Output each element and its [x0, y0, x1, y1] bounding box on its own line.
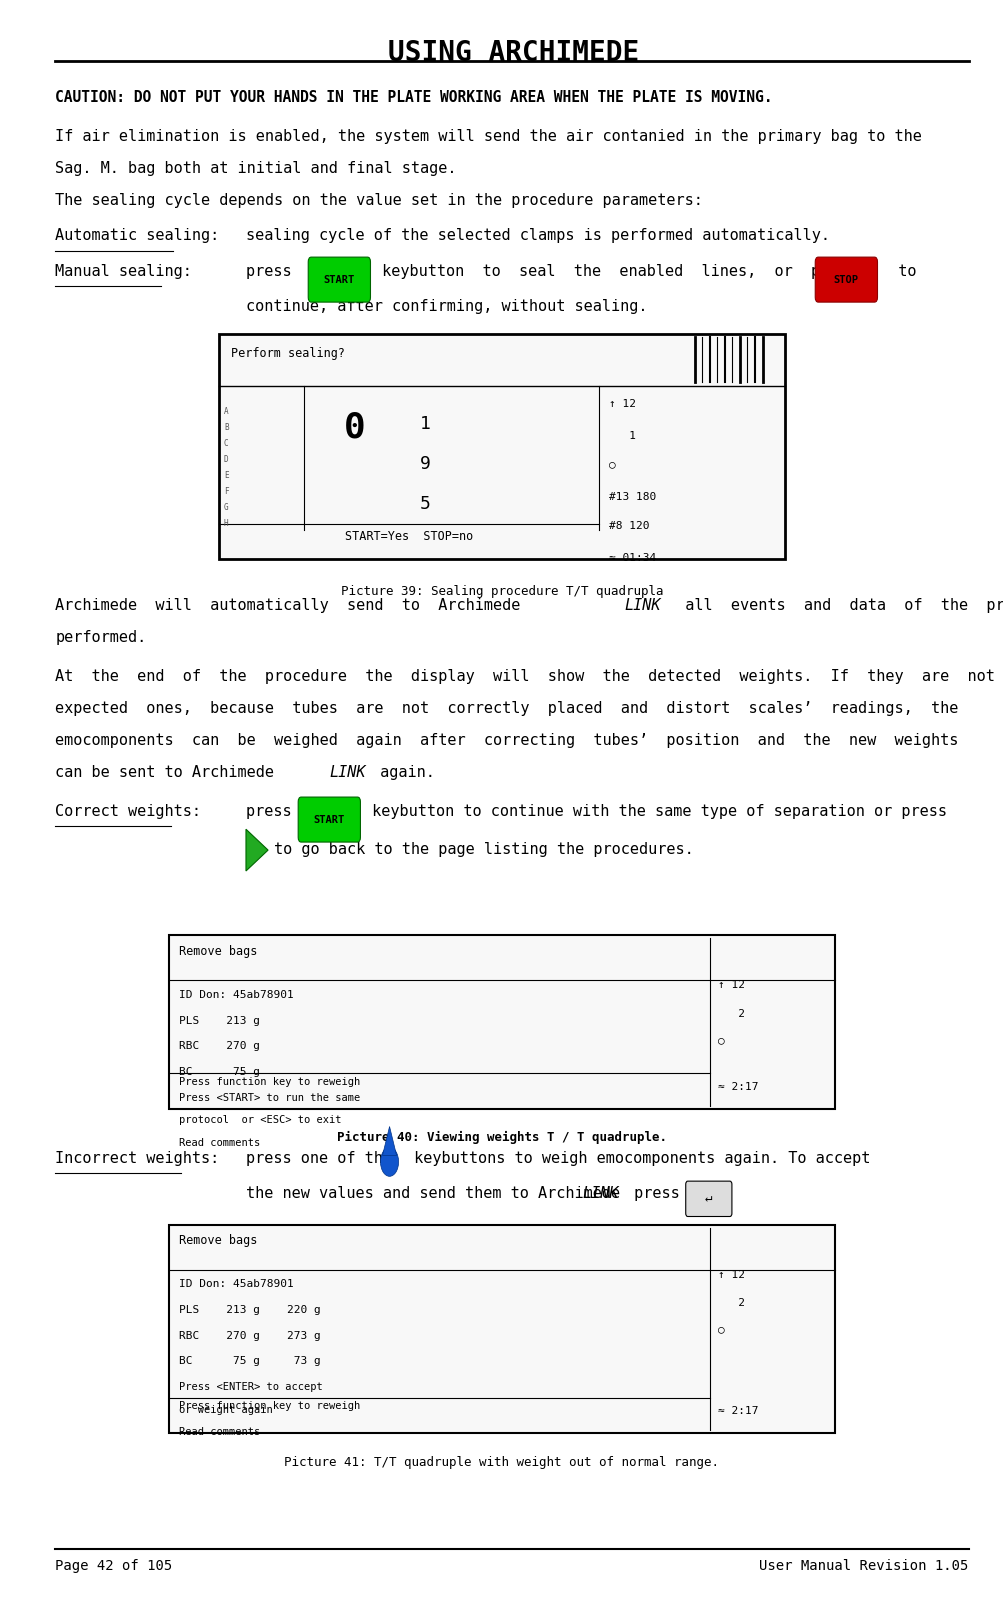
Text: to go back to the page listing the procedures.: to go back to the page listing the proce… — [274, 842, 693, 857]
Text: 0: 0 — [343, 410, 365, 445]
Text: USING ARCHIMEDE: USING ARCHIMEDE — [388, 39, 639, 66]
Text: keybuttons to weigh emocomponents again. To accept: keybuttons to weigh emocomponents again.… — [404, 1151, 870, 1165]
Text: Incorrect weights:: Incorrect weights: — [55, 1151, 220, 1165]
Text: Picture 41: T/T quadruple with weight out of normal range.: Picture 41: T/T quadruple with weight ou… — [284, 1456, 719, 1469]
Text: ID Don: 45ab78901: ID Don: 45ab78901 — [179, 1279, 293, 1289]
FancyBboxPatch shape — [685, 1181, 731, 1216]
Text: Manual sealing:: Manual sealing: — [55, 264, 192, 278]
Text: ≈ 2:17: ≈ 2:17 — [717, 1082, 757, 1091]
Text: emocomponents  can  be  weighed  again  after  correcting  tubes’  position  and: emocomponents can be weighed again after… — [55, 733, 958, 747]
Text: User Manual Revision 1.05: User Manual Revision 1.05 — [758, 1559, 968, 1573]
FancyBboxPatch shape — [219, 334, 784, 559]
Text: press: press — [625, 1186, 689, 1200]
Text: Sag. M. bag both at initial and final stage.: Sag. M. bag both at initial and final st… — [55, 161, 456, 175]
Text: #13 180: #13 180 — [609, 492, 656, 501]
Text: D: D — [224, 455, 229, 464]
Text: Automatic sealing:: Automatic sealing: — [55, 228, 220, 243]
Text: to: to — [879, 264, 915, 278]
Polygon shape — [246, 829, 268, 871]
Text: START: START — [323, 275, 355, 284]
Text: Picture 39: Sealing procedure T/T quadrupla: Picture 39: Sealing procedure T/T quadru… — [340, 585, 663, 598]
FancyBboxPatch shape — [308, 257, 370, 302]
Text: A: A — [224, 407, 229, 416]
Text: expected  ones,  because  tubes  are  not  correctly  placed  and  distort  scal: expected ones, because tubes are not cor… — [55, 701, 958, 715]
Text: CAUTION: DO NOT PUT YOUR HANDS IN THE PLATE WORKING AREA WHEN THE PLATE IS MOVIN: CAUTION: DO NOT PUT YOUR HANDS IN THE PL… — [55, 90, 772, 104]
Text: Correct weights:: Correct weights: — [55, 804, 201, 818]
Text: keybutton to continue with the same type of separation or press: keybutton to continue with the same type… — [363, 804, 947, 818]
Text: Remove bags: Remove bags — [179, 1234, 257, 1247]
Text: press: press — [246, 264, 301, 278]
Text: B: B — [224, 423, 229, 432]
Text: Press <ENTER> to accept: Press <ENTER> to accept — [179, 1382, 322, 1392]
Text: 9: 9 — [419, 455, 430, 472]
Text: RBC    270 g: RBC 270 g — [179, 1041, 260, 1051]
Text: Press function key to reweigh: Press function key to reweigh — [179, 1077, 360, 1086]
Text: BC      75 g     73 g: BC 75 g 73 g — [179, 1356, 320, 1366]
FancyBboxPatch shape — [169, 1225, 834, 1433]
Text: The sealing cycle depends on the value set in the procedure parameters:: The sealing cycle depends on the value s… — [55, 193, 702, 207]
Text: ≈ 2:17: ≈ 2:17 — [717, 1406, 757, 1416]
Text: C: C — [224, 439, 229, 448]
Text: Perform sealing?: Perform sealing? — [231, 347, 345, 360]
FancyBboxPatch shape — [298, 797, 360, 842]
Text: keybutton  to  seal  the  enabled  lines,  or  press: keybutton to seal the enabled lines, or … — [373, 264, 866, 278]
Text: START=Yes  STOP=no: START=Yes STOP=no — [345, 530, 472, 543]
Text: LINK: LINK — [329, 765, 365, 779]
Text: H: H — [224, 519, 229, 529]
Text: If air elimination is enabled, the system will send the air contanied in the pri: If air elimination is enabled, the syste… — [55, 129, 921, 143]
Text: Read comments: Read comments — [179, 1427, 260, 1437]
Text: ○: ○ — [717, 1035, 724, 1045]
Text: again.: again. — [371, 765, 435, 779]
Text: sealing cycle of the selected clamps is performed automatically.: sealing cycle of the selected clamps is … — [246, 228, 829, 243]
Polygon shape — [382, 1127, 396, 1155]
Text: press: press — [246, 804, 301, 818]
Text: 5: 5 — [419, 495, 430, 513]
Text: ID Don: 45ab78901: ID Don: 45ab78901 — [179, 990, 293, 1000]
Text: #8 120: #8 120 — [609, 521, 649, 530]
Text: LINK: LINK — [582, 1186, 618, 1200]
Text: ↑ 12: ↑ 12 — [717, 980, 744, 990]
Text: ≈ 01:34: ≈ 01:34 — [609, 553, 656, 562]
Text: ○: ○ — [717, 1324, 724, 1334]
Text: ↑ 12: ↑ 12 — [609, 399, 636, 408]
Text: START: START — [313, 815, 345, 824]
Text: 1: 1 — [419, 415, 430, 432]
Text: F: F — [224, 487, 229, 497]
Text: the new values and send them to Archimede: the new values and send them to Archimed… — [246, 1186, 620, 1200]
Text: performed.: performed. — [55, 630, 146, 644]
Text: At  the  end  of  the  procedure  the  display  will  show  the  detected  weigh: At the end of the procedure the display … — [55, 669, 1003, 683]
Text: RBC    270 g    273 g: RBC 270 g 273 g — [179, 1331, 320, 1340]
Text: BC      75 g: BC 75 g — [179, 1067, 260, 1077]
Text: Press <START> to run the same: Press <START> to run the same — [179, 1093, 360, 1102]
Text: ○: ○ — [609, 460, 616, 469]
Text: PLS    213 g    220 g: PLS 213 g 220 g — [179, 1305, 320, 1315]
Text: press one of the: press one of the — [246, 1151, 401, 1165]
Text: STOP: STOP — [833, 275, 858, 284]
Text: Read comments: Read comments — [179, 1138, 260, 1147]
Text: Remove bags: Remove bags — [179, 945, 257, 958]
Text: G: G — [224, 503, 229, 513]
Text: E: E — [224, 471, 229, 480]
Text: or weight again: or weight again — [179, 1405, 272, 1414]
Text: Press function key to reweigh: Press function key to reweigh — [179, 1401, 360, 1411]
Text: protocol  or <ESC> to exit: protocol or <ESC> to exit — [179, 1115, 341, 1125]
Circle shape — [380, 1147, 398, 1176]
Text: 2: 2 — [717, 1009, 744, 1019]
Text: Archimede  will  automatically  send  to  Archimede: Archimede will automatically send to Arc… — [55, 598, 521, 612]
Text: continue, after confirming, without sealing.: continue, after confirming, without seal… — [246, 299, 647, 313]
Text: Picture 40: Viewing weights T / T quadruple.: Picture 40: Viewing weights T / T quadru… — [337, 1131, 666, 1144]
FancyBboxPatch shape — [169, 935, 834, 1109]
Text: Page 42 of 105: Page 42 of 105 — [55, 1559, 173, 1573]
FancyBboxPatch shape — [814, 257, 877, 302]
Text: PLS    213 g: PLS 213 g — [179, 1016, 260, 1025]
Text: ↑ 12: ↑ 12 — [717, 1270, 744, 1279]
Text: ↵: ↵ — [704, 1192, 712, 1205]
Text: can be sent to Archimede: can be sent to Archimede — [55, 765, 274, 779]
Text: LINK: LINK — [624, 598, 660, 612]
Text: 2: 2 — [717, 1298, 744, 1308]
Text: all  events  and  data  of  the  procedure: all events and data of the procedure — [666, 598, 1003, 612]
Text: 1: 1 — [609, 431, 636, 440]
